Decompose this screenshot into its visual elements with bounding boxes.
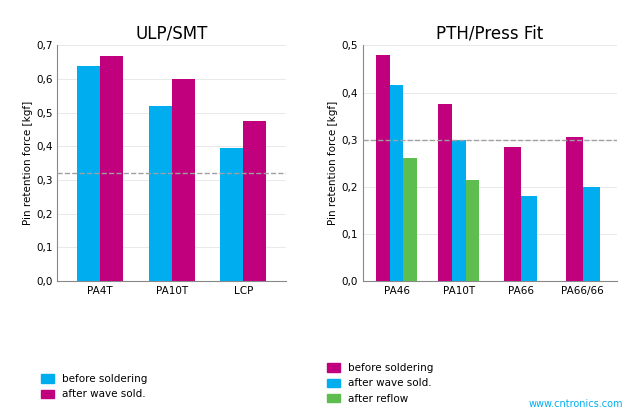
Bar [390, 85, 403, 281]
Title: ULP/SMT: ULP/SMT [135, 24, 208, 43]
Bar [243, 121, 266, 281]
Bar [221, 148, 243, 281]
Bar [583, 187, 600, 281]
Title: PTH/Press Fit: PTH/Press Fit [436, 24, 543, 43]
Legend: before soldering, after wave sold., after reflow: before soldering, after wave sold., afte… [323, 359, 438, 408]
Bar [438, 104, 452, 281]
Legend: before soldering, after wave sold.: before soldering, after wave sold. [37, 370, 151, 404]
Bar [149, 106, 172, 281]
Bar [172, 79, 195, 281]
Bar [376, 55, 390, 281]
Bar [521, 196, 537, 281]
Bar [466, 180, 479, 281]
Bar [452, 140, 466, 281]
Y-axis label: Pin retention force [kgf]: Pin retention force [kgf] [328, 101, 338, 225]
Bar [77, 66, 100, 281]
Text: www.cntronics.com: www.cntronics.com [529, 399, 623, 409]
Bar [566, 137, 583, 281]
Bar [403, 159, 417, 281]
Y-axis label: Pin retention force [kgf]: Pin retention force [kgf] [23, 101, 33, 225]
Bar [504, 147, 521, 281]
Bar [100, 55, 123, 281]
